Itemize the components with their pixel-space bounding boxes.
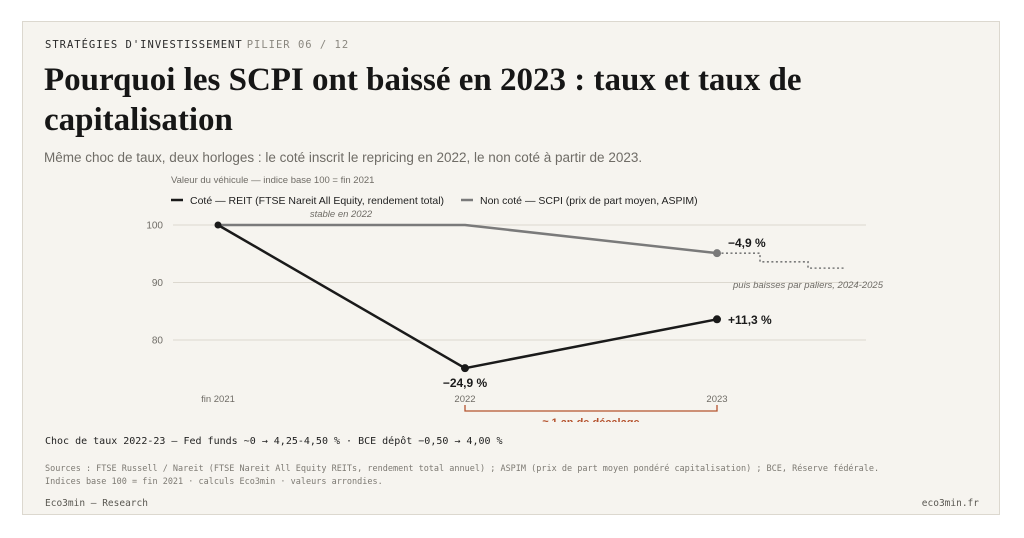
rate-shock-note: Choc de taux 2022-23 — Fed funds ~0 → 4,…: [45, 436, 503, 447]
page-title: Pourquoi les SCPI ont baissé en 2023 : t…: [44, 62, 802, 138]
sources-line-2: Indices base 100 = fin 2021 · calculs Ec…: [45, 477, 383, 487]
footer-brand: Eco3min — Research: [45, 498, 148, 509]
kicker-section: STRATÉGIES D'INVESTISSEMENT: [45, 39, 243, 51]
chart-card: STRATÉGIES D'INVESTISSEMENT PILIER 06 / 1…: [22, 21, 1000, 515]
x-tick-label-2: 2023: [706, 394, 727, 405]
annotation-paliers: puis baisses par paliers, 2024-2025: [732, 280, 884, 291]
lag-bracket: [464, 405, 718, 412]
annotation-lag: ≈ 1 an de décalage: [542, 417, 639, 422]
annotation-reit-low: −24,9 %: [443, 376, 488, 390]
point-reit-2022: [461, 364, 469, 373]
series-line-reit: [217, 223, 718, 370]
footer-url: eco3min.fr: [921, 498, 979, 509]
annotation-scpi-end: −4,9 %: [728, 236, 766, 250]
y-tick-label-80: 80: [152, 336, 164, 347]
pillar-counter: PILIER 06 / 12: [246, 39, 350, 51]
y-tick-label-100: 100: [146, 221, 163, 232]
series-line-scpi: [218, 223, 718, 255]
y-tick-label-90: 90: [152, 278, 164, 289]
point-reit-2023: [713, 315, 721, 324]
annotation-reit-end: +11,3 %: [728, 313, 772, 327]
x-tick-label-0: fin 2021: [201, 394, 235, 405]
x-tick-label-1: 2022: [454, 394, 475, 405]
line-chart: Valeur du véhicule — indice base 100 = f…: [146, 175, 884, 422]
legend-label-reit: Coté — REIT (FTSE Nareit All Equity, ren…: [190, 195, 444, 207]
kicker: STRATÉGIES D'INVESTISSEMENT PILIER 06 / 1…: [45, 39, 349, 51]
sources-note: Sources : FTSE Russell / Nareit (FTSE Na…: [45, 463, 975, 489]
scpi-projection-steps: [717, 252, 845, 269]
annotation-stable: stable en 2022: [310, 209, 373, 220]
legend-label-scpi: Non coté — SCPI (prix de part moyen, ASP…: [480, 195, 698, 207]
point-start: [214, 221, 222, 229]
sources-line-1: Sources : FTSE Russell / Nareit (FTSE Na…: [45, 464, 880, 474]
chart-title: Valeur du véhicule — indice base 100 = f…: [171, 175, 374, 186]
point-scpi-2023: [713, 249, 721, 258]
page-subtitle: Même choc de taux, deux horloges : le co…: [44, 150, 643, 165]
